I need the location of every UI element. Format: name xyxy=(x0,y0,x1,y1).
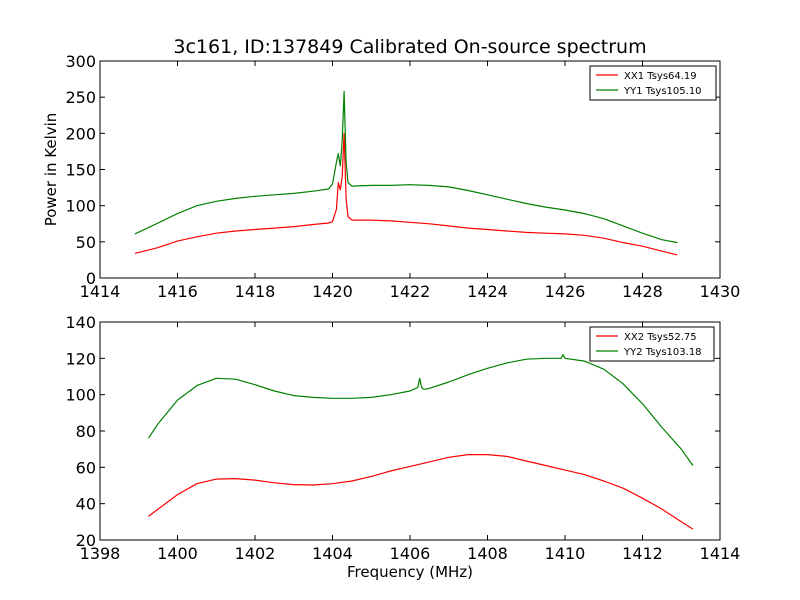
y-tick-label: 50 xyxy=(76,233,96,252)
legend-entry: XX2 Tsys52.75 xyxy=(624,332,697,343)
legend-box xyxy=(589,326,715,362)
y-tick-label: 150 xyxy=(65,161,96,180)
y-tick-label: 140 xyxy=(65,313,96,332)
series-line-2 xyxy=(134,90,678,244)
y-tick-label: 60 xyxy=(76,458,96,477)
x-tick-label: 1420 xyxy=(312,282,353,301)
y-tick-label: 300 xyxy=(65,52,96,71)
x-tick-label: 1400 xyxy=(157,544,198,563)
x-tick-label: 1408 xyxy=(467,544,508,563)
bottom-chart-panel: 1398 1400 1402 1404 1406 1408 1410 1412 1414 20 40… xyxy=(65,313,740,581)
legend-entry: XX1 Tsys64.19 xyxy=(624,71,697,82)
x-tick-label: 1416 xyxy=(157,282,198,301)
x-tick-label: 1406 xyxy=(390,544,431,563)
series-line-1 xyxy=(148,454,694,530)
legend-entry: YY1 Tsys105.10 xyxy=(623,86,702,97)
top-chart-panel: 1414 1416 1418 1420 1422 1424 1426 1428 1430 0 50 1… xyxy=(42,36,740,301)
x-tick-label: 1404 xyxy=(312,544,353,563)
x-tick-label: 1414 xyxy=(80,282,121,301)
legend-box xyxy=(589,65,717,101)
x-tick-label: 1414 xyxy=(700,544,741,563)
y-tick-label: 100 xyxy=(65,386,96,405)
y-axis-label: Power in Kelvin xyxy=(42,113,60,227)
x-tick-label: 1410 xyxy=(545,544,586,563)
x-tick-label: 1424 xyxy=(467,282,508,301)
y-tick-label: 40 xyxy=(76,495,96,514)
x-tick-label: 1426 xyxy=(545,282,586,301)
x-tick-label: 1430 xyxy=(700,282,741,301)
x-tick-label: 1428 xyxy=(622,282,663,301)
x-tick-label: 1422 xyxy=(390,282,431,301)
y-tick-label: 0 xyxy=(86,269,96,288)
x-tick-label: 1398 xyxy=(80,544,121,563)
chart-title: 3c161, ID:137849 Calibrated On-source sp… xyxy=(173,36,646,58)
series-line-1 xyxy=(134,132,678,256)
y-tick-label: 100 xyxy=(65,197,96,216)
y-tick-label: 20 xyxy=(76,531,96,550)
x-axis-label: Frequency (MHz) xyxy=(347,563,473,581)
x-tick-label: 1418 xyxy=(235,282,276,301)
legend-entry: YY2 Tsys103.18 xyxy=(623,347,702,358)
y-tick-label: 250 xyxy=(65,88,96,107)
x-tick-label: 1412 xyxy=(622,544,663,563)
x-tick-label: 1402 xyxy=(235,544,276,563)
y-tick-label: 200 xyxy=(65,124,96,143)
series-line-2 xyxy=(147,354,694,466)
y-tick-label: 120 xyxy=(65,349,96,368)
y-tick-label: 80 xyxy=(76,422,96,441)
